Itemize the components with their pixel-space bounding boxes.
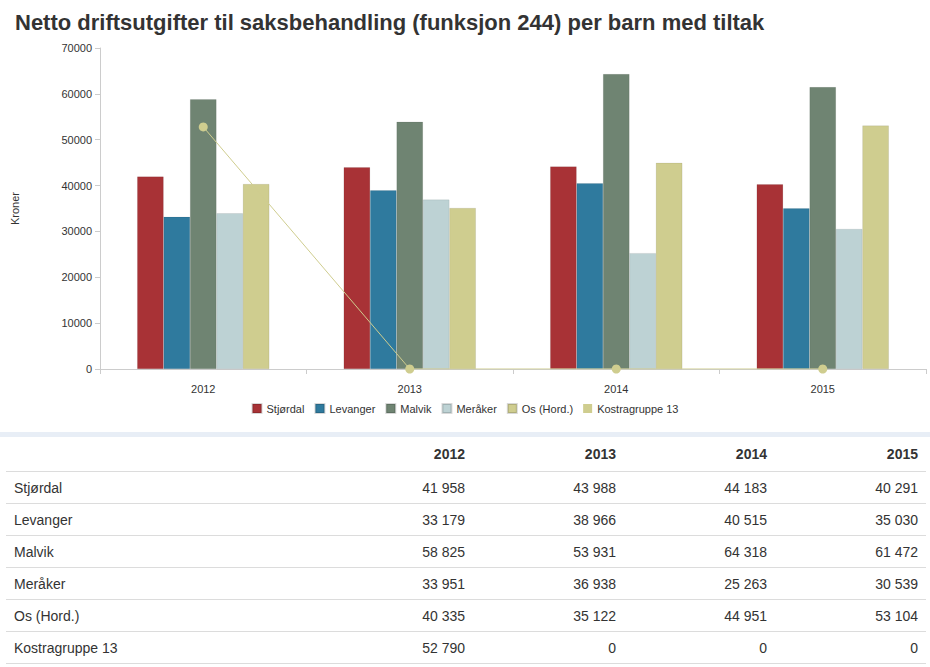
html-text:35 030: 35 030 <box>875 511 918 528</box>
html-text:25 263: 25 263 <box>724 575 767 592</box>
svg-text:2012: 2012 <box>191 383 215 395</box>
html-text:40 291: 40 291 <box>875 479 918 496</box>
html-text:58 825: 58 825 <box>422 543 465 560</box>
html-text:40 335: 40 335 <box>422 607 465 624</box>
svg-text:Netto driftsutgifter til saksb: Netto driftsutgifter til saksbehandling … <box>15 10 765 35</box>
svg-text:0: 0 <box>86 363 92 375</box>
svg-text:2014: 2014 <box>604 383 628 395</box>
html-text:43 988: 43 988 <box>573 479 616 496</box>
html-text:33 179: 33 179 <box>422 511 465 528</box>
html-text:61 472: 61 472 <box>875 543 918 560</box>
html-text:41 958: 41 958 <box>422 479 465 496</box>
html-text:36 938: 36 938 <box>573 575 616 592</box>
html-text:52 790: 52 790 <box>422 639 465 656</box>
svg-text:2015: 2015 <box>811 383 835 395</box>
svg-text:40000: 40000 <box>61 180 92 192</box>
html-text:2015: 2015 <box>886 446 918 462</box>
svg-text:Kroner: Kroner <box>9 192 21 225</box>
html-text:Os (Hord.): Os (Hord.) <box>14 607 80 624</box>
svg-text:Meråker: Meråker <box>456 403 497 415</box>
html-text:64 318: 64 318 <box>724 543 767 560</box>
html-text:2012: 2012 <box>433 446 465 462</box>
html-text:2013: 2013 <box>584 446 616 462</box>
svg-text:Kostragruppe 13: Kostragruppe 13 <box>597 403 678 415</box>
html-text:53 104: 53 104 <box>875 607 918 624</box>
svg-text:20000: 20000 <box>61 271 92 283</box>
svg-text:2013: 2013 <box>398 383 422 395</box>
html-text:40 515: 40 515 <box>724 511 767 528</box>
html-text:2014: 2014 <box>735 446 767 462</box>
html-text:Levanger: Levanger <box>14 511 73 528</box>
svg-text:Malvik: Malvik <box>400 403 432 415</box>
html-text:53 931: 53 931 <box>573 543 616 560</box>
html-text:38 966: 38 966 <box>573 511 616 528</box>
html-text:Meråker: Meråker <box>14 575 66 592</box>
svg-text:30000: 30000 <box>61 225 92 237</box>
html-text:44 183: 44 183 <box>724 479 767 496</box>
svg-text:Levanger: Levanger <box>329 403 375 415</box>
html-text:0: 0 <box>759 639 767 656</box>
html-text:30 539: 30 539 <box>875 575 918 592</box>
svg-text:Stjørdal: Stjørdal <box>267 403 305 415</box>
html-text:33 951: 33 951 <box>422 575 465 592</box>
svg-text:Os (Hord.): Os (Hord.) <box>522 403 573 415</box>
html-text:35 122: 35 122 <box>573 607 616 624</box>
svg-text:10000: 10000 <box>61 317 92 329</box>
html-text:44 951: 44 951 <box>724 607 767 624</box>
svg-text:50000: 50000 <box>61 134 92 146</box>
html-text:Malvik: Malvik <box>14 543 54 560</box>
html-text:0: 0 <box>910 639 918 656</box>
html-text:Kostragruppe 13: Kostragruppe 13 <box>14 639 118 656</box>
svg-text:60000: 60000 <box>61 88 92 100</box>
svg-text:70000: 70000 <box>61 42 92 54</box>
html-text:0: 0 <box>608 639 616 656</box>
html-text:Stjørdal: Stjørdal <box>14 479 63 496</box>
